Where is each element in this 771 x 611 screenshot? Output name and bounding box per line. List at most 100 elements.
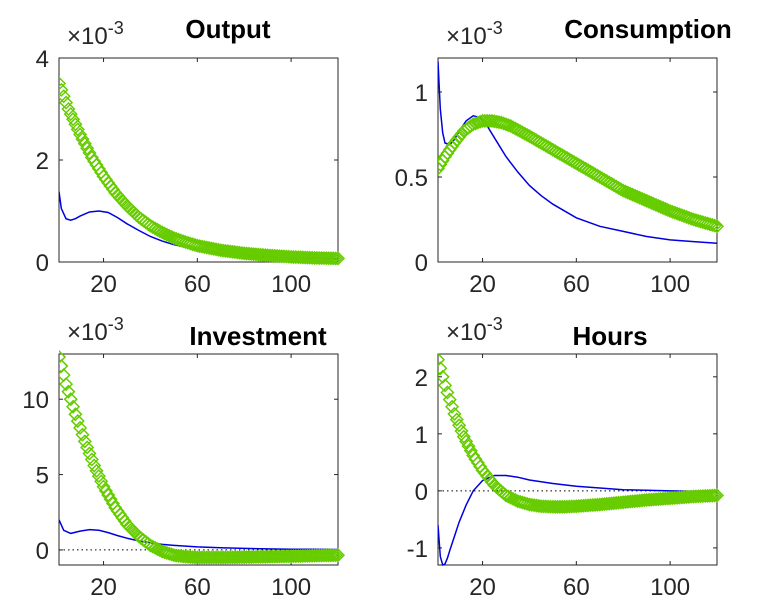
diamond-marker [515, 495, 530, 510]
x-tick-label: 60 [563, 271, 590, 298]
diamond-marker [681, 210, 696, 225]
diamond-marker [702, 217, 718, 232]
diamond-marker [302, 548, 317, 563]
y-tick-label: 0 [415, 479, 428, 506]
diamond-marker [246, 549, 261, 565]
diamond-marker [262, 549, 278, 564]
x-tick-label: 20 [469, 271, 496, 298]
diamond-marker [307, 548, 322, 563]
diamond-marker [87, 458, 102, 473]
diamond-marker [73, 127, 88, 142]
diamond-marker [59, 76, 67, 91]
panel-title: Investment [189, 321, 327, 351]
diamond-marker [239, 550, 254, 565]
diamond-marker [616, 183, 631, 198]
axis-exponent-label: ×10-3 [67, 18, 124, 50]
diamond-marker [309, 548, 324, 563]
diamond-marker [162, 228, 177, 243]
exponent-base: ×10 [67, 319, 108, 346]
diamond-marker [248, 549, 264, 564]
y-tick-label: 2 [415, 365, 428, 392]
diamond-marker [665, 204, 680, 219]
diamond-marker [314, 548, 329, 563]
diamond-marker [272, 549, 287, 564]
diamond-marker [312, 548, 327, 563]
series-markers [438, 113, 725, 234]
diamond-marker [241, 550, 256, 565]
diamond-marker [159, 545, 174, 561]
exponent-base: ×10 [67, 23, 108, 50]
diamond-marker [702, 488, 718, 503]
diamond-marker [237, 550, 252, 565]
diamond-marker [96, 479, 111, 494]
diamond-marker [166, 230, 181, 246]
diamond-marker [281, 549, 296, 564]
diamond-marker [625, 187, 640, 202]
x-tick-label: 100 [271, 574, 311, 601]
diamond-marker [77, 434, 92, 449]
diamond-marker [70, 414, 85, 429]
diamond-marker [234, 550, 249, 565]
y-tick-label: 0 [36, 538, 49, 565]
diamond-marker [157, 545, 172, 560]
exponent-power: -3 [108, 314, 124, 334]
series-markers [59, 349, 346, 565]
diamond-marker [94, 474, 109, 489]
diamond-marker [494, 115, 509, 130]
diamond-marker [101, 488, 116, 503]
diamond-marker [454, 423, 469, 439]
panel-title: Output [185, 14, 271, 44]
diamond-marker [709, 488, 725, 503]
diamond-marker [618, 184, 633, 199]
diamond-marker [80, 440, 95, 455]
diamond-marker [508, 492, 523, 508]
diamond-marker [176, 234, 191, 249]
diamond-marker [155, 225, 170, 240]
diamond-marker [449, 132, 464, 148]
diamond-marker [454, 127, 469, 142]
y-tick-label: 1 [415, 422, 428, 449]
diamond-marker [634, 191, 650, 206]
diamond-marker [173, 233, 188, 248]
diamond-marker [267, 549, 282, 564]
x-tick-label: 60 [184, 271, 211, 298]
diamond-marker [82, 446, 97, 461]
diamond-marker [438, 378, 453, 393]
diamond-marker [298, 548, 313, 563]
diamond-marker [75, 132, 90, 147]
x-tick-label: 100 [650, 574, 690, 601]
diamond-marker [709, 219, 725, 234]
diamond-marker [705, 217, 720, 233]
diamond-marker [449, 412, 464, 427]
diamond-marker [688, 213, 703, 228]
diamond-marker [456, 429, 471, 444]
diamond-marker [183, 236, 198, 251]
x-tick-label: 20 [90, 574, 117, 601]
diamond-marker [59, 377, 74, 392]
diamond-marker [155, 544, 170, 559]
diamond-marker [251, 549, 266, 564]
diamond-marker [438, 361, 448, 376]
diamond-marker [59, 82, 69, 97]
diamond-marker [232, 550, 247, 565]
diamond-marker [279, 549, 294, 564]
diamond-marker [695, 215, 710, 230]
diamond-marker [277, 549, 292, 564]
diamond-marker [498, 117, 514, 132]
y-tick-label: 1 [415, 80, 428, 107]
series-markers [59, 76, 346, 266]
diamond-marker [660, 202, 675, 218]
diamond-marker [452, 418, 467, 433]
exponent-power: -3 [487, 18, 503, 38]
diamond-marker [700, 216, 715, 231]
exponent-base: ×10 [446, 319, 487, 346]
diamond-marker [255, 549, 271, 564]
diamond-marker [639, 193, 654, 208]
diamond-marker [61, 384, 76, 399]
diamond-marker [293, 548, 308, 564]
diamond-marker [674, 208, 689, 223]
diamond-marker [258, 549, 273, 564]
axes-box [58, 57, 339, 263]
diamond-marker [66, 399, 81, 414]
diamond-marker [667, 205, 682, 220]
